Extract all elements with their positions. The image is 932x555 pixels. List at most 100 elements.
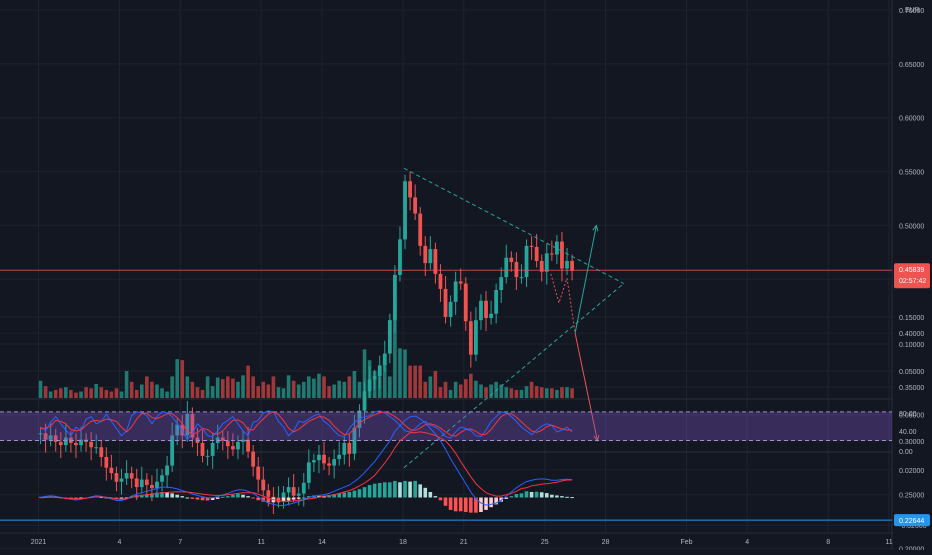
- price-tick-label: 0.70000: [899, 8, 924, 15]
- arrow-up-head: [592, 224, 599, 232]
- macd-histogram-bar: [550, 494, 554, 498]
- candle-body: [63, 437, 68, 446]
- stochastic-d-line: [40, 411, 573, 437]
- time-tick-label: 28: [602, 539, 610, 546]
- zigzag-projection[interactable]: [550, 273, 576, 334]
- volume-bar: [109, 391, 114, 398]
- volume-bar: [170, 376, 174, 398]
- macd-histogram-bar: [524, 491, 529, 498]
- macd-histogram-bar: [220, 496, 225, 498]
- volume-bar: [534, 386, 539, 398]
- triangle-upper-line[interactable]: [403, 167, 624, 285]
- stochastic-k-line: [40, 410, 573, 441]
- candle-body: [474, 320, 478, 355]
- triangle-lower-line[interactable]: [403, 283, 625, 469]
- candle-body: [38, 433, 43, 435]
- macd-histogram-bar: [276, 497, 281, 503]
- arrow-up[interactable]: [574, 225, 597, 334]
- volume-bar: [241, 375, 245, 398]
- volume-bar: [94, 383, 99, 398]
- macd-histogram-bar: [382, 482, 387, 498]
- candle-body: [231, 446, 235, 450]
- volume-bar: [276, 387, 281, 398]
- candle-body: [499, 277, 504, 291]
- volume-bar: [342, 381, 347, 398]
- candle-body: [170, 435, 175, 466]
- candle-body: [570, 260, 574, 271]
- volume-bar: [281, 388, 286, 398]
- volume-bar: [74, 392, 78, 398]
- candle-body: [387, 320, 392, 354]
- volume-tick-label: 0.10000: [899, 342, 924, 349]
- stochastic-tick-label: 40.00: [899, 429, 917, 436]
- volume-bar: [301, 381, 306, 398]
- volume-bar: [337, 380, 342, 398]
- volume-bar: [251, 376, 255, 398]
- candle-body: [544, 253, 549, 272]
- candle-body: [560, 241, 564, 269]
- volume-bar: [236, 381, 240, 398]
- volume-bar: [271, 376, 276, 398]
- volume-bar: [463, 379, 468, 398]
- price-tick-label: 0.35000: [899, 385, 924, 392]
- candle-body: [433, 249, 438, 274]
- volume-bar: [134, 389, 139, 398]
- current-price-label: 0.45839: [899, 267, 924, 274]
- candle-body: [139, 479, 144, 488]
- macd-histogram-bar: [190, 497, 195, 499]
- price-tick-label: 0.20000: [899, 547, 924, 551]
- volume-bar: [145, 376, 149, 398]
- volume-bar: [433, 371, 438, 398]
- volume-bar: [99, 387, 104, 398]
- candle-body: [312, 460, 316, 463]
- macd-histogram-bar: [114, 497, 119, 500]
- candle-body: [99, 447, 104, 457]
- volume-bar: [160, 388, 164, 398]
- macd-histogram-bar: [514, 494, 519, 498]
- time-axis: 2021 4 7 11 14 18 21 25 28 Feb 4 8 11: [31, 539, 893, 546]
- projection-arrows: [550, 224, 600, 442]
- candle-body: [529, 245, 534, 247]
- horizontal-level-badge: [894, 514, 930, 527]
- candle-body: [398, 239, 402, 275]
- macd-histogram-bar: [251, 497, 255, 499]
- countdown-label: 02:57:42: [899, 278, 926, 285]
- candle-body: [362, 391, 367, 411]
- volume-bar: [438, 387, 443, 398]
- candle-body: [104, 456, 109, 468]
- candle-body: [160, 475, 164, 482]
- candle-body: [53, 435, 58, 442]
- arrow-down[interactable]: [574, 332, 598, 441]
- candle-body: [200, 442, 205, 456]
- volume-tick-label: 0.05000: [899, 369, 924, 376]
- volume-bar: [469, 373, 473, 398]
- macd-histogram-bar: [261, 497, 266, 502]
- volume-bar: [215, 377, 220, 398]
- volume-bar: [347, 376, 352, 398]
- candle-body: [190, 413, 195, 438]
- macd-histogram-bar: [119, 497, 124, 499]
- macd-histogram-bar: [377, 483, 382, 498]
- volume-bar: [398, 348, 402, 398]
- volume-bar: [393, 299, 397, 398]
- time-tick-label: 11: [258, 539, 265, 546]
- volume-bar: [286, 375, 291, 398]
- volume-bar: [555, 389, 559, 398]
- time-tick-label: 18: [399, 539, 407, 546]
- macd-histogram-bar: [448, 497, 453, 510]
- macd-histogram-bar: [413, 480, 417, 498]
- candle-body: [236, 441, 240, 450]
- macd-histogram-bar: [210, 497, 215, 500]
- volume-bar: [185, 376, 190, 398]
- candle-body: [185, 413, 190, 436]
- horizontal-level-label: 0.22644: [899, 518, 924, 525]
- candle-body: [251, 451, 256, 467]
- candle-body: [291, 487, 296, 496]
- candle-body: [534, 246, 539, 261]
- candle-body: [555, 241, 559, 255]
- macd-histogram-bar: [529, 491, 534, 498]
- macd-histogram-bar: [388, 482, 392, 498]
- macd-histogram-bar: [504, 497, 509, 499]
